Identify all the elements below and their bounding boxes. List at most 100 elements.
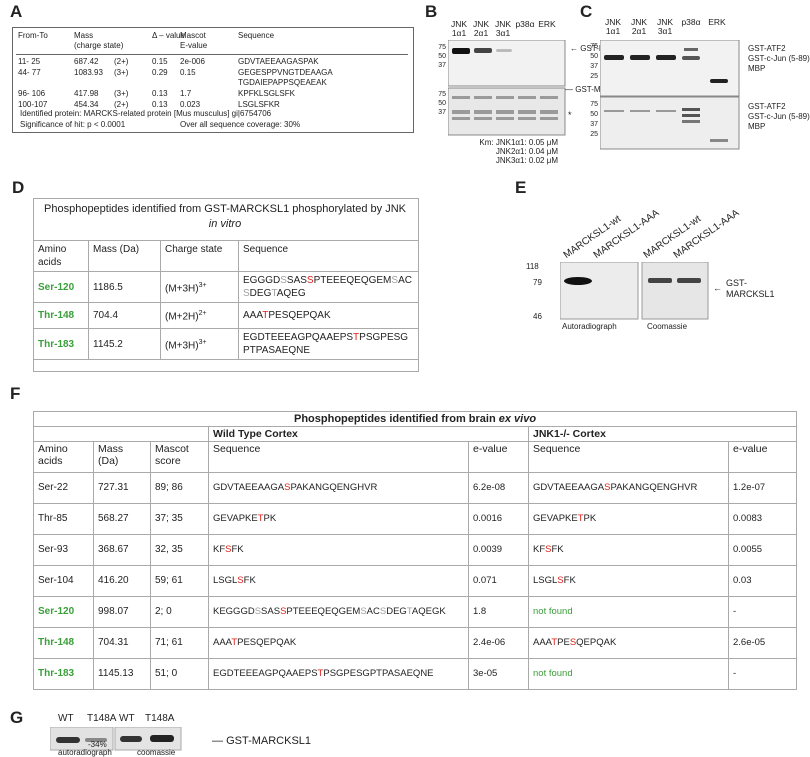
residue: T xyxy=(231,637,238,648)
residue: PTEEEQEQGEM xyxy=(313,275,392,286)
marker: 46 xyxy=(533,312,542,321)
text-line: MBP xyxy=(748,64,766,73)
amino-cell: Thr-148 xyxy=(33,627,94,659)
residue: S xyxy=(557,575,564,586)
residue: FK xyxy=(551,544,564,555)
sequence-line: TGDAIEPAPPSQEAEAK xyxy=(238,78,327,87)
header-rule xyxy=(16,54,408,55)
cell: 3e-05 xyxy=(468,658,529,690)
cell: 704.31 xyxy=(93,627,151,659)
group-row: Wild Type Cortex JNK1-/- Cortex xyxy=(33,426,798,442)
text-line: 37 xyxy=(438,62,446,69)
text-line: 75 xyxy=(438,44,446,51)
panel-label: C xyxy=(580,2,593,21)
cell: 687.42 xyxy=(74,57,99,66)
cell: 1083.93 xyxy=(74,68,103,77)
row: Ser-120 1186.5 (M+3H)3+ EGGGDSSASSPTEEEQEQG… xyxy=(33,271,419,303)
header-cell: Sequence xyxy=(208,441,469,473)
sequence-cell: KFSFK xyxy=(528,534,729,566)
residue: GEVAPKE xyxy=(213,513,258,524)
residue: T xyxy=(353,332,360,343)
residue: S xyxy=(225,544,232,555)
lane-label: JNK 2α1 xyxy=(472,19,490,38)
cell: 727.31 xyxy=(93,472,151,504)
lane-label: WT xyxy=(58,713,74,724)
residue: LSGL xyxy=(213,575,238,586)
sequence-cell: GDVTAEEAAGASPAKANGQENGHVR xyxy=(208,472,469,504)
brain-table: Phosphopeptides identified from brain ex… xyxy=(32,411,798,690)
panel-label: G xyxy=(10,708,24,727)
sequence-cell: GEVAPKETPK xyxy=(528,503,729,535)
title-text: Phosphopeptides identified from brain xyxy=(294,413,496,425)
sequence-cell: KEGGGDSSASSPTEEEQEQGEMSACSDEGTAQEGK xyxy=(208,596,469,628)
footer-text: Identified protein: MARCKS-related prote… xyxy=(20,109,272,118)
header-cell: From-To xyxy=(18,31,48,40)
cell: 454.34 xyxy=(74,100,99,109)
residue: AQEG xyxy=(276,288,306,299)
sequence-cell: EGDTEEEAGPQAAEPSTPSGPESGPTPASAEQNE xyxy=(208,658,469,690)
cell: 417.98 xyxy=(74,89,99,98)
residue: PE xyxy=(557,637,570,648)
lane-label: WT xyxy=(119,713,135,724)
cell: 0.0055 xyxy=(727,534,798,566)
cell: (2+) xyxy=(114,100,129,109)
header-row: Amino acids Mass (Da) Mascot score Sequence… xyxy=(33,441,798,473)
residue: T xyxy=(257,513,264,524)
footer-text: Over all sequence coverage: 30% xyxy=(180,120,301,129)
residue: T xyxy=(551,637,558,648)
text-line: 25 xyxy=(590,131,598,138)
sequence-cell: not found xyxy=(528,596,729,628)
cell: 0.071 xyxy=(468,565,529,597)
table-title: Phosphopeptides identified from GST-MARC… xyxy=(40,202,410,232)
text-line: 37 xyxy=(590,121,598,128)
cell: 1145.13 xyxy=(93,658,151,690)
residue: not found xyxy=(533,606,573,617)
header-cell: e-value xyxy=(727,441,798,473)
residue: EGGGD xyxy=(243,275,281,286)
residue: PAKANGQENGHVR xyxy=(610,482,698,493)
header-cell: Amino acids xyxy=(33,240,89,272)
text-line: 50 xyxy=(590,53,598,60)
marker: 118 xyxy=(526,262,539,271)
row: Ser-120 998.07 2; 0 KEGGGDSSASSPTEEEQEQGEMS… xyxy=(33,596,798,628)
cell: 416.20 xyxy=(93,565,151,597)
cell: 1145.2 xyxy=(88,328,161,360)
residue: S xyxy=(379,606,387,617)
sequence-line: KPFKLSGLSFK xyxy=(238,89,295,98)
cell: 6.2e-08 xyxy=(468,472,529,504)
marker: 79 xyxy=(533,278,542,287)
residue: DEG xyxy=(386,606,407,617)
cell: 100-107 xyxy=(18,100,48,109)
residue: FK xyxy=(563,575,576,586)
residue: T xyxy=(406,606,412,617)
residue: S xyxy=(254,606,262,617)
amino-cell: Ser-104 xyxy=(33,565,94,597)
cell: 1.8 xyxy=(468,596,529,628)
cell: 704.4 xyxy=(88,302,161,329)
lane-label: JNK 1α1 xyxy=(450,19,468,38)
residue: S xyxy=(391,275,399,286)
residue: AC xyxy=(398,275,412,286)
cell: 2.6e-05 xyxy=(727,627,798,659)
text-line: GST-c-Jun (5-89) xyxy=(748,54,810,63)
residue: FK xyxy=(243,575,256,586)
text-line: GST-ATF2 xyxy=(748,102,786,111)
footer-text: Significance of hit: p < 0.0001 xyxy=(20,120,126,129)
cell: 59; 61 xyxy=(150,565,209,597)
asterisk: * xyxy=(568,110,572,120)
residue: LSGL xyxy=(533,575,558,586)
residue: T xyxy=(317,668,324,679)
amino-cell: Thr-183 xyxy=(33,328,89,360)
band-label: — GST-MARCKSL1 xyxy=(212,735,312,747)
text-line: 37 xyxy=(438,109,446,116)
row: Thr-148 704.31 71; 61 AAATPESQEPQAK 2.4e-06 A… xyxy=(33,627,798,659)
lane-label: p38α xyxy=(515,19,535,29)
header-cell: Sequence xyxy=(238,31,275,40)
cell: 0.13 xyxy=(152,100,168,109)
markers: 75 50 37 xyxy=(436,90,446,117)
residue: S xyxy=(545,544,552,555)
residue: T xyxy=(262,310,269,321)
sequence-cell: GEGESPPVNGTDEAAGA TGDAIEPAPPSQEAEAK xyxy=(236,67,408,88)
text-line: 50 xyxy=(438,53,446,60)
